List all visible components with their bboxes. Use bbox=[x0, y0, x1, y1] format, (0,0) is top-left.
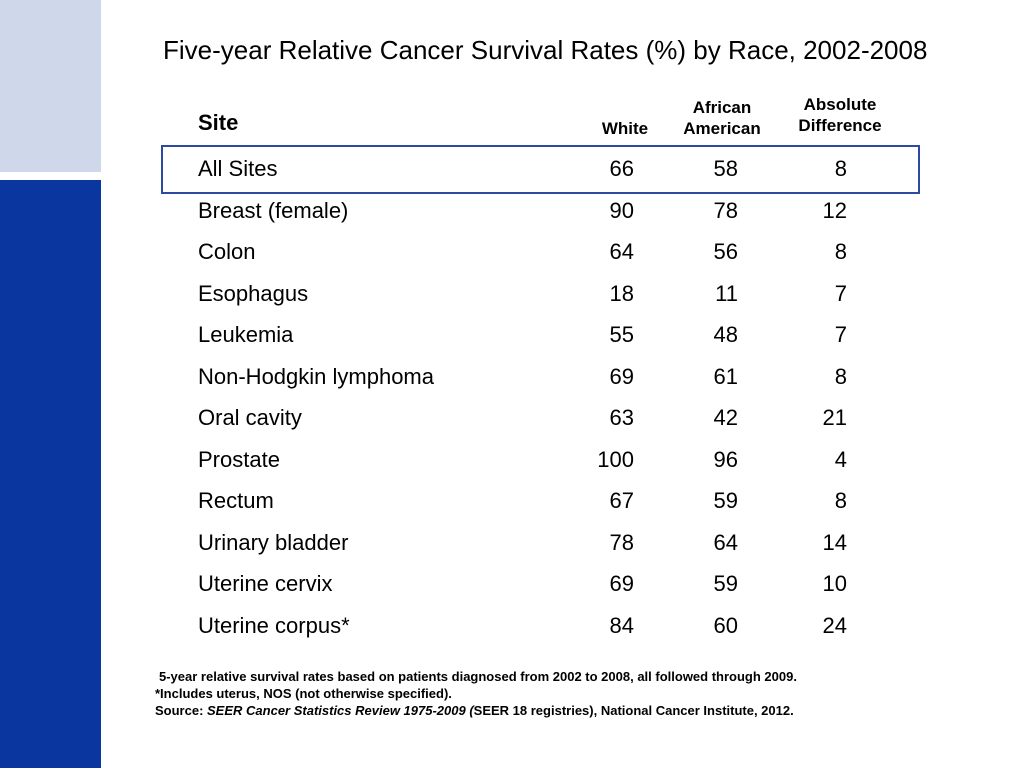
cell-absolute-difference: 7 bbox=[834, 322, 847, 347]
cell-white: 55 bbox=[609, 322, 634, 347]
cell-white: 100 bbox=[597, 447, 634, 472]
cell-african-american: 59 bbox=[713, 488, 738, 513]
cell-absolute-difference: 21 bbox=[822, 405, 847, 430]
footnote-uterus: *Includes uterus, NOS (not otherwise spe… bbox=[155, 686, 452, 701]
cell-site: All Sites bbox=[198, 156, 278, 181]
cell-absolute-difference: 8 bbox=[834, 239, 847, 264]
table-row: Non-Hodgkin lymphoma 69 61 8 bbox=[0, 362, 1024, 392]
cell-absolute-difference: 8 bbox=[834, 364, 847, 389]
cell-site: Leukemia bbox=[198, 322, 294, 347]
cell-white: 63 bbox=[609, 405, 634, 430]
cell-white: 18 bbox=[609, 281, 634, 306]
header-absolute-difference: Absolute Difference bbox=[798, 95, 882, 135]
cell-site: Uterine corpus* bbox=[198, 613, 350, 638]
cell-absolute-difference: 7 bbox=[834, 281, 847, 306]
header-white: White bbox=[601, 119, 649, 138]
source-title: SEER Cancer Statistics Review 1975-2009 … bbox=[207, 703, 474, 718]
cell-african-american: 42 bbox=[713, 405, 738, 430]
cell-site: Rectum bbox=[198, 488, 274, 513]
cell-african-american: 96 bbox=[713, 447, 738, 472]
cell-african-american: 11 bbox=[715, 281, 738, 306]
cell-site: Urinary bladder bbox=[198, 530, 349, 555]
source-suffix: SEER 18 registries), National Cancer Ins… bbox=[473, 703, 794, 718]
table-row: Colon 64 56 8 bbox=[0, 237, 1024, 267]
header-african-american: African American bbox=[683, 98, 761, 138]
sidebar-accent-dark bbox=[0, 180, 101, 768]
cell-site: Breast (female) bbox=[198, 198, 349, 223]
header-site: Site bbox=[198, 110, 239, 135]
footnotes: 5-year relative survival rates based on … bbox=[155, 668, 797, 719]
cell-white: 69 bbox=[609, 364, 634, 389]
source-prefix: Source: bbox=[155, 703, 208, 718]
cell-site: Esophagus bbox=[198, 281, 309, 306]
sidebar-accent-light bbox=[0, 0, 101, 172]
cell-absolute-difference: 8 bbox=[834, 156, 847, 181]
cell-site: Oral cavity bbox=[198, 405, 302, 430]
cell-white: 84 bbox=[609, 613, 634, 638]
cell-site: Non-Hodgkin lymphoma bbox=[198, 364, 434, 389]
table-row: Oral cavity 63 42 21 bbox=[0, 403, 1024, 433]
footnote-survival-basis: 5-year relative survival rates based on … bbox=[159, 669, 797, 684]
cell-african-american: 58 bbox=[713, 156, 738, 181]
cell-absolute-difference: 12 bbox=[822, 198, 847, 223]
table-row: Uterine cervix 69 59 10 bbox=[0, 569, 1024, 599]
cell-african-american: 48 bbox=[713, 322, 738, 347]
cell-absolute-difference: 10 bbox=[822, 571, 847, 596]
cell-site: Prostate bbox=[198, 447, 280, 472]
cell-absolute-difference: 4 bbox=[834, 447, 847, 472]
table-row: Leukemia 55 48 7 bbox=[0, 320, 1024, 350]
cell-absolute-difference: 14 bbox=[822, 530, 847, 555]
cell-site: Uterine cervix bbox=[198, 571, 333, 596]
table-row: Rectum 67 59 8 bbox=[0, 486, 1024, 516]
cell-absolute-difference: 24 bbox=[822, 613, 847, 638]
cell-african-american: 61 bbox=[713, 364, 738, 389]
cell-african-american: 59 bbox=[713, 571, 738, 596]
cell-white: 64 bbox=[609, 239, 634, 264]
table-row: Urinary bladder 78 64 14 bbox=[0, 528, 1024, 558]
cell-white: 90 bbox=[609, 198, 634, 223]
cell-white: 66 bbox=[609, 156, 634, 181]
cell-african-american: 64 bbox=[713, 530, 738, 555]
slide-title: Five-year Relative Cancer Survival Rates… bbox=[163, 35, 928, 65]
table-row: Breast (female) 90 78 12 bbox=[0, 196, 1024, 226]
cell-white: 67 bbox=[609, 488, 634, 513]
all-sites-highlight-box bbox=[161, 145, 920, 194]
cell-white: 78 bbox=[609, 530, 634, 555]
cell-absolute-difference: 8 bbox=[834, 488, 847, 513]
cell-white: 69 bbox=[609, 571, 634, 596]
cell-site: Colon bbox=[198, 239, 256, 264]
cell-african-american: 78 bbox=[713, 198, 738, 223]
footnote-source: Source: SEER Cancer Statistics Review 19… bbox=[155, 702, 797, 719]
table-row: Esophagus 18 11 7 bbox=[0, 279, 1024, 309]
cell-african-american: 60 bbox=[713, 613, 738, 638]
table-row: Uterine corpus* 84 60 24 bbox=[0, 611, 1024, 641]
table-row: All Sites 66 58 8 bbox=[0, 154, 1024, 184]
table-row: Prostate 100 96 4 bbox=[0, 445, 1024, 475]
cell-african-american: 56 bbox=[713, 239, 738, 264]
